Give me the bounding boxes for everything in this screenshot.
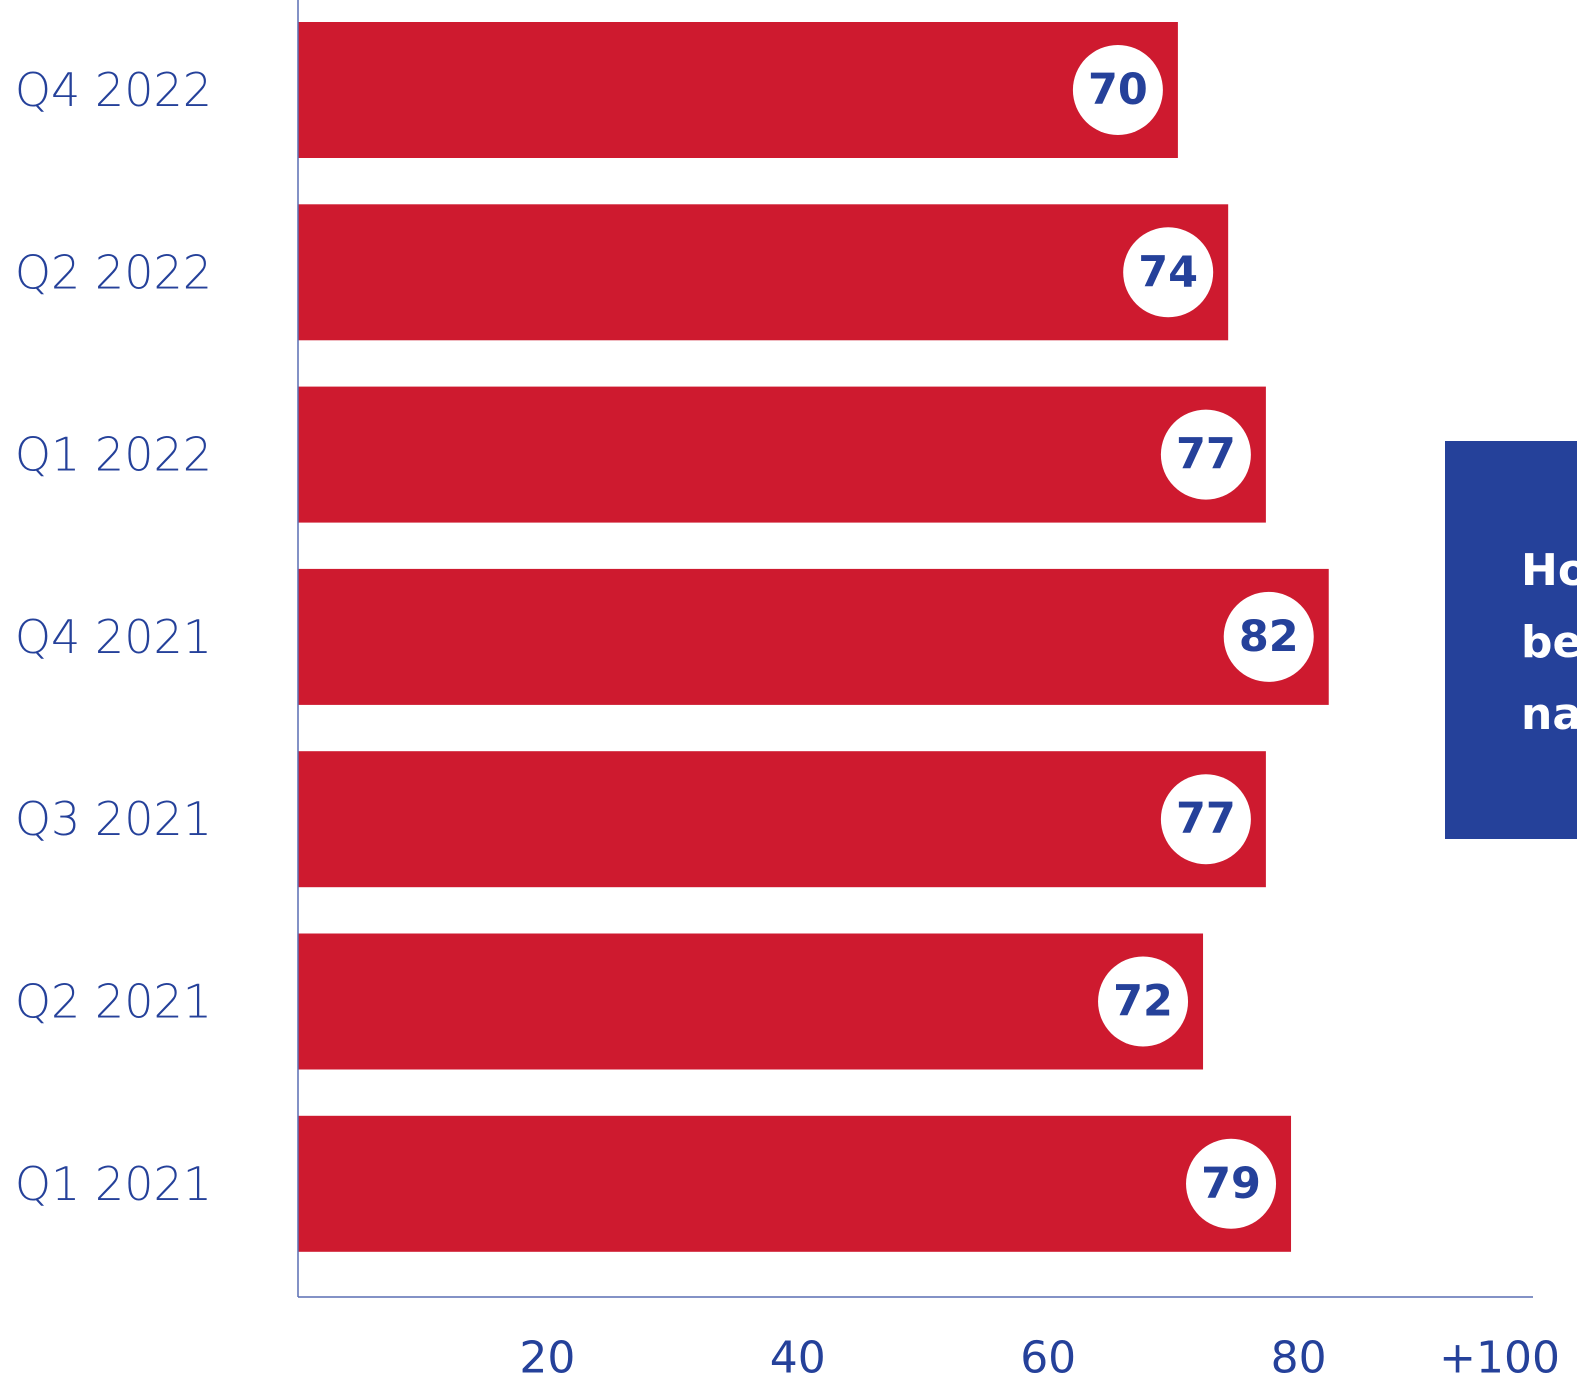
value-badge [1160, 409, 1251, 500]
x-tick-label: 80 [1271, 1333, 1327, 1384]
callout-line: be [1521, 617, 1577, 668]
category-label: Q1 2021 [15, 1157, 212, 1211]
x-tick-label: 40 [770, 1333, 826, 1384]
x-tick-label: +100 [1439, 1333, 1560, 1384]
value-badge [1223, 591, 1314, 682]
value-badge [1098, 956, 1189, 1047]
data-label: 82 [1239, 612, 1299, 662]
callout-line: Ho [1521, 545, 1577, 596]
value-badge [1123, 227, 1214, 318]
value-badge [1072, 45, 1163, 135]
category-label: Q4 2022 [15, 63, 212, 117]
category-labels: Q4 2022 Q2 2022 Q1 2022 Q4 2021 Q3 2021 Q2 20… [15, 63, 212, 1211]
bar-group [298, 22, 1329, 1252]
category-label: Q2 2021 [15, 975, 212, 1029]
data-label: 70 [1088, 65, 1148, 115]
data-label: 77 [1176, 430, 1236, 480]
x-tick-label: 20 [519, 1333, 575, 1384]
data-label: 74 [1138, 247, 1198, 297]
x-tick-labels: 20 40 60 80 +100 [519, 1333, 1560, 1384]
category-label: Q2 2022 [15, 245, 212, 299]
bar [298, 386, 1266, 523]
bar [298, 568, 1329, 705]
category-label: Q1 2022 [15, 428, 212, 482]
callout-line: na [1521, 689, 1577, 740]
category-label: Q3 2021 [15, 792, 212, 846]
bar [298, 22, 1178, 158]
data-label: 79 [1201, 1159, 1261, 1209]
bar [298, 204, 1229, 341]
category-label: Q4 2021 [15, 610, 212, 664]
value-labels: 70 74 77 82 77 72 79 [1072, 45, 1314, 1229]
data-label: 72 [1113, 977, 1173, 1027]
bar [298, 751, 1266, 888]
bar [298, 933, 1204, 1070]
x-tick-label: 60 [1020, 1333, 1076, 1384]
data-label: 77 [1176, 794, 1236, 844]
value-badge [1160, 774, 1251, 865]
bar [298, 1115, 1292, 1252]
callout-box: Ho be na [1445, 441, 1577, 839]
value-badge [1186, 1138, 1277, 1229]
